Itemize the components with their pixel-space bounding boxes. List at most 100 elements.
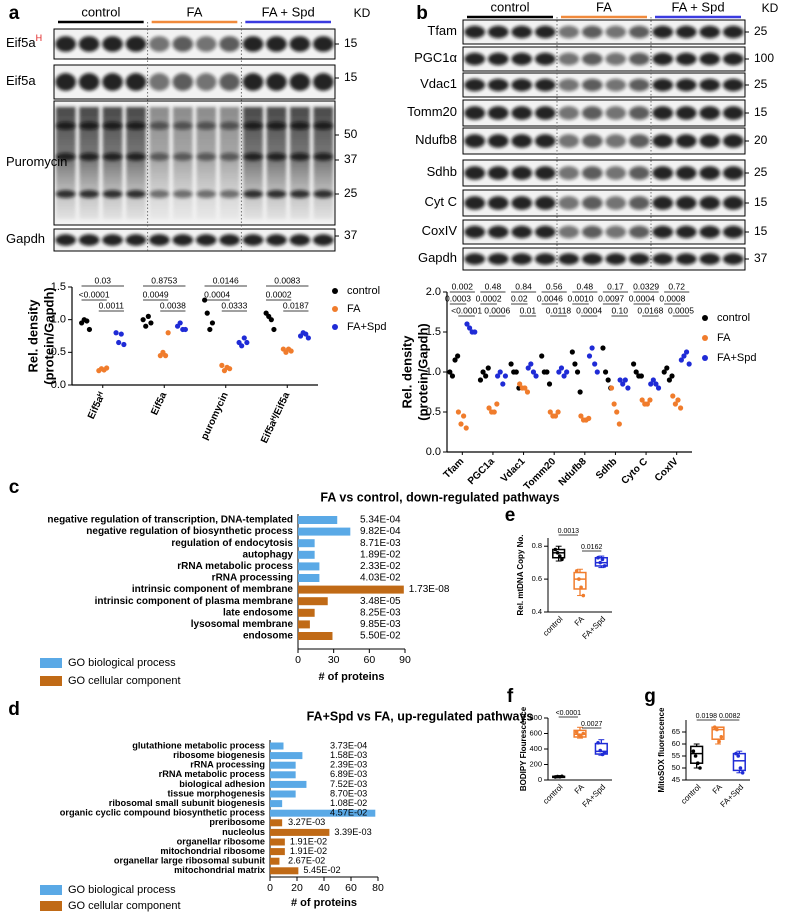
data-point: [614, 409, 620, 415]
kd-label: 25: [754, 24, 768, 38]
data-point: [596, 555, 600, 560]
data-point: [533, 373, 539, 379]
band: [534, 52, 556, 66]
y-tick-label: 0.6: [532, 574, 542, 583]
kd-label: 15: [344, 70, 358, 84]
y-axis-label: (protein/Gapdh): [415, 323, 430, 421]
band: [605, 106, 627, 120]
legend-swatch: [40, 901, 62, 911]
p-value: 0.0162: [581, 544, 603, 551]
band: [55, 36, 77, 52]
data-point: [452, 357, 458, 363]
band: [675, 225, 697, 239]
bar: [270, 742, 284, 750]
band: [125, 234, 147, 246]
x-tick-label: Tomm20: [522, 456, 559, 493]
group-label: FA + Spd: [671, 0, 724, 14]
data-point: [494, 401, 500, 407]
band: [487, 52, 509, 66]
row-label: Tomm20: [407, 104, 457, 119]
row-name: PGC1α: [414, 50, 457, 65]
row-label: Sdhb: [427, 164, 457, 179]
data-point: [558, 365, 565, 371]
band: [652, 225, 674, 239]
group-label: FA + Spd: [262, 4, 315, 19]
data-point: [148, 320, 154, 326]
kd-label: 37: [754, 251, 768, 265]
row-name: Eif5a: [6, 35, 36, 50]
band: [675, 25, 697, 39]
x-axis-label: # of proteins: [318, 671, 384, 683]
band: [195, 73, 217, 91]
y-tick-label: 0.4: [532, 607, 542, 616]
category-label: rRNA processing: [212, 573, 293, 584]
band: [126, 152, 146, 161]
band: [313, 121, 334, 130]
band: [581, 78, 603, 92]
x-tick-label: Eif5aᴴ/Eif5a: [259, 390, 292, 445]
data-point: [560, 774, 564, 779]
category-label: mitochondrial ribosome: [160, 846, 265, 856]
x-tick-label: Ndufb8: [557, 456, 589, 488]
band: [534, 25, 556, 39]
bar: [298, 632, 333, 640]
band: [511, 166, 533, 180]
band: [652, 25, 674, 39]
legend-label: control: [347, 285, 380, 297]
band: [511, 196, 533, 210]
data-point: [712, 725, 717, 729]
p-value: 0.0329: [633, 281, 659, 291]
band: [699, 196, 721, 210]
data-point: [581, 593, 586, 598]
panel-letter: a: [9, 3, 20, 24]
band: [219, 36, 240, 52]
annotation: 3.27E-03: [288, 817, 325, 827]
annotation: 1.91E-02: [290, 846, 327, 856]
band: [55, 121, 76, 130]
band: [290, 190, 310, 198]
p-value: 0.0005: [668, 305, 694, 315]
y-tick-label: 600: [529, 728, 542, 737]
band: [558, 106, 580, 120]
data-point: [113, 330, 119, 336]
y-tick-label: 1.5: [426, 326, 441, 338]
category-label: intrinsic component of membrane: [132, 584, 294, 595]
bar: [270, 771, 296, 779]
band: [722, 253, 744, 265]
band: [652, 78, 674, 92]
band: [313, 152, 334, 161]
band: [172, 190, 193, 198]
data-point: [605, 377, 611, 383]
bar: [270, 838, 285, 846]
band: [511, 225, 533, 239]
band: [125, 36, 147, 52]
p-value: 0.17: [607, 281, 624, 291]
p-value: 0.0046: [537, 293, 563, 303]
band: [581, 225, 603, 239]
band: [699, 166, 721, 180]
data-point: [664, 365, 670, 371]
legend-label: FA+Spd: [347, 321, 386, 333]
blot-frame: [462, 189, 746, 217]
band: [628, 52, 650, 66]
row-label: CoxIV: [422, 223, 458, 238]
band: [266, 121, 287, 130]
row-label: Eif5aH: [6, 33, 42, 50]
annotation: 5.34E-04: [360, 515, 401, 526]
data-point: [630, 361, 637, 367]
data-point: [577, 577, 581, 581]
band: [581, 253, 603, 265]
x-tick-label: FA: [711, 782, 725, 796]
x-tick-label: FA+Spd: [719, 783, 746, 810]
y-tick-label: 1.5: [51, 281, 66, 293]
legend-label: FA+Spd: [717, 352, 756, 364]
p-value: 0.0006: [484, 305, 510, 315]
y-tick-label: 55: [672, 751, 680, 760]
y-tick-label: 400: [529, 744, 542, 753]
band: [149, 121, 170, 130]
x-tick-label: PGC1a: [466, 456, 497, 487]
data-point: [655, 385, 662, 391]
data-point: [683, 349, 690, 355]
x-axis-label: # of proteins: [291, 897, 357, 909]
kd-label: 37: [344, 228, 358, 242]
